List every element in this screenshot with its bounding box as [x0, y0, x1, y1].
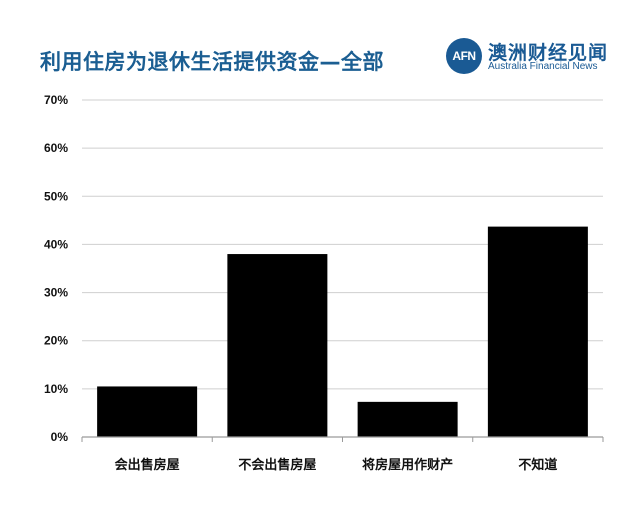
- logo-name-english: Australia Financial News: [488, 61, 598, 72]
- x-category-label: 不会出售房屋: [238, 457, 316, 473]
- x-category-label: 将房屋用作财产: [362, 457, 453, 473]
- bar: [357, 401, 458, 437]
- y-tick-label: 40%: [44, 237, 68, 251]
- y-tick-label: 10%: [44, 382, 68, 396]
- chart-title: 利用住房为退休生活提供资金—全部: [40, 50, 384, 74]
- afn-logo: AFN 澳洲财经见闻 Australia Financial News: [446, 38, 636, 76]
- y-axis-tick-labels: 0% 10% 20% 30% 40% 50% 60% 70%: [44, 93, 68, 444]
- bar: [487, 226, 588, 437]
- y-tick-label: 70%: [44, 93, 68, 107]
- y-tick-label: 60%: [44, 141, 68, 155]
- y-tick-label: 20%: [44, 334, 68, 348]
- y-tick-label: 50%: [44, 189, 68, 203]
- x-axis: [81, 436, 604, 442]
- x-category-label: 会出售房屋: [115, 457, 180, 473]
- x-category-label: 不知道: [518, 457, 557, 473]
- bar: [97, 386, 198, 437]
- afn-logo-icon: AFN: [446, 38, 482, 74]
- logo-name-chinese: 澳洲财经见闻: [488, 42, 609, 64]
- bars: [97, 226, 588, 437]
- bar: [227, 254, 328, 437]
- y-tick-label: 0%: [51, 430, 69, 444]
- x-axis-category-labels: 会出售房屋 不会出售房屋 将房屋用作财产 不知道: [115, 457, 558, 473]
- y-tick-label: 30%: [44, 286, 68, 300]
